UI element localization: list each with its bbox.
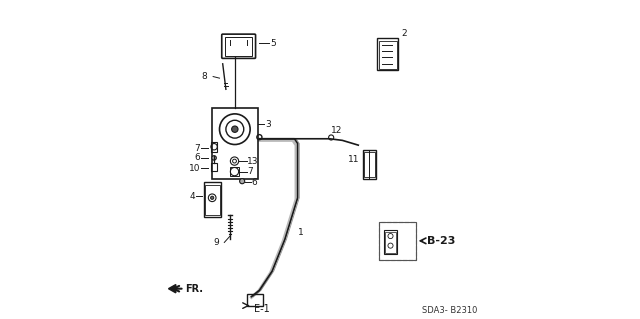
Bar <box>225 37 252 56</box>
Text: 4: 4 <box>189 192 195 201</box>
Bar <box>364 152 374 177</box>
Bar <box>211 163 217 171</box>
Bar <box>379 41 397 69</box>
Polygon shape <box>168 285 176 293</box>
Text: 10: 10 <box>189 164 200 173</box>
Bar <box>385 232 396 253</box>
Text: 3: 3 <box>265 120 271 129</box>
Text: 6: 6 <box>252 178 257 187</box>
Bar <box>363 150 376 179</box>
Text: 8: 8 <box>201 72 207 81</box>
Text: 7: 7 <box>247 167 253 176</box>
Text: 6: 6 <box>195 153 200 162</box>
Bar <box>230 167 239 176</box>
Text: E-1: E-1 <box>253 304 269 315</box>
Bar <box>212 108 258 179</box>
Bar <box>379 222 416 260</box>
Text: SDA3- B2310: SDA3- B2310 <box>422 306 477 315</box>
Bar <box>384 230 397 254</box>
Bar <box>204 182 221 217</box>
Text: 2: 2 <box>401 29 407 38</box>
Bar <box>378 38 398 70</box>
Circle shape <box>239 179 244 184</box>
Bar <box>205 185 220 215</box>
Text: 7: 7 <box>195 144 200 153</box>
Text: 12: 12 <box>331 126 342 135</box>
Text: 1: 1 <box>298 228 303 237</box>
Circle shape <box>211 196 214 199</box>
Text: 5: 5 <box>270 39 276 48</box>
Circle shape <box>232 126 238 132</box>
Circle shape <box>212 156 216 160</box>
Bar <box>379 222 416 260</box>
Bar <box>211 142 218 152</box>
Text: 11: 11 <box>348 155 360 164</box>
Text: FR.: FR. <box>186 284 204 294</box>
Text: B-23: B-23 <box>427 236 455 246</box>
Bar <box>246 294 262 306</box>
Text: 9: 9 <box>214 238 220 247</box>
Text: 13: 13 <box>247 157 259 166</box>
